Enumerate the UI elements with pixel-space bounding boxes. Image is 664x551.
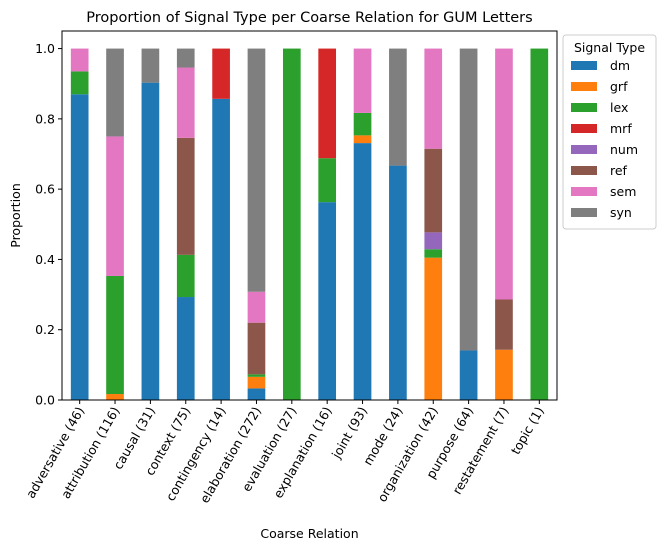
legend-items: dm grf lex mrf num ref sem syn bbox=[571, 58, 638, 220]
legend-swatch-lex bbox=[571, 103, 597, 112]
legend-label-lex: lex bbox=[610, 100, 628, 115]
legend-swatch-grf bbox=[571, 82, 597, 91]
bar-segment-mrf-7 bbox=[318, 48, 337, 159]
legend: Signal Type dm grf lex mrf num ref sem syn bbox=[562, 34, 657, 230]
legend-swatch-mrf bbox=[571, 124, 597, 133]
legend-label-num: num bbox=[610, 142, 638, 157]
y-axis-ticks: 0.0 0.2 0.4 0.6 0.8 1.0 bbox=[35, 41, 62, 408]
bar-segment-grf-10 bbox=[424, 257, 443, 400]
legend-label-syn: syn bbox=[610, 205, 632, 220]
x-axis-ticks: adversative (46)attribution (116)causal … bbox=[23, 400, 547, 506]
bar-segment-ref-5 bbox=[247, 322, 266, 375]
plot-frame bbox=[61, 30, 558, 401]
bar-segment-dm-11 bbox=[459, 350, 478, 400]
bar-segment-grf-8 bbox=[353, 135, 372, 144]
y-tick-label: 0.2 bbox=[35, 322, 55, 337]
bar-segment-sem-10 bbox=[424, 48, 443, 149]
bar-segment-syn-9 bbox=[389, 48, 407, 166]
bar-segment-dm-3 bbox=[176, 297, 195, 400]
bar-segment-grf-5 bbox=[247, 376, 266, 389]
legend-label-mrf: mrf bbox=[610, 121, 632, 136]
y-tick-label: 1.0 bbox=[35, 41, 55, 56]
bar-segment-sem-1 bbox=[106, 136, 124, 276]
bar-segment-lex-5 bbox=[247, 374, 266, 377]
bar-segment-lex-6 bbox=[282, 48, 301, 400]
bar-segment-sem-5 bbox=[247, 291, 266, 323]
x-tick-label: topic (1) bbox=[508, 404, 547, 457]
legend-label-grf: grf bbox=[610, 79, 628, 94]
bar-segment-syn-5 bbox=[247, 48, 266, 292]
bar-segment-dm-9 bbox=[389, 165, 407, 400]
bar-segment-lex-0 bbox=[70, 71, 89, 95]
legend-label-sem: sem bbox=[610, 184, 636, 199]
legend-label-dm: dm bbox=[610, 58, 630, 73]
x-axis-label: Coarse Relation bbox=[260, 526, 358, 541]
legend-swatch-sem bbox=[571, 187, 597, 196]
bar-segment-dm-2 bbox=[141, 82, 160, 400]
bar-segment-dm-4 bbox=[212, 98, 230, 400]
bar-segment-dm-5 bbox=[247, 388, 266, 400]
bar-segment-ref-3 bbox=[176, 137, 195, 255]
legend-swatch-syn bbox=[571, 208, 597, 217]
bar-segment-ref-10 bbox=[424, 148, 443, 233]
bar-segment-dm-0 bbox=[70, 94, 89, 400]
legend-swatch-num bbox=[571, 145, 597, 154]
bar-segment-sem-0 bbox=[70, 48, 89, 72]
bar-stack-group bbox=[70, 48, 549, 400]
y-tick-label: 0.0 bbox=[35, 393, 55, 408]
bar-segment-lex-13 bbox=[530, 48, 549, 400]
bar-segment-lex-8 bbox=[353, 112, 372, 136]
y-tick-label: 0.6 bbox=[35, 182, 55, 197]
bar-segment-sem-3 bbox=[176, 67, 195, 138]
bar-segment-sem-8 bbox=[353, 48, 372, 113]
y-axis-label: Proportion bbox=[8, 183, 23, 248]
legend-title: Signal Type bbox=[574, 40, 645, 55]
y-tick-label: 0.8 bbox=[35, 111, 55, 126]
bar-segment-syn-1 bbox=[106, 48, 124, 137]
bar-segment-sem-12 bbox=[495, 48, 513, 300]
bar-segment-num-10 bbox=[424, 232, 443, 250]
bar-segment-syn-3 bbox=[176, 48, 195, 68]
bar-segment-grf-1 bbox=[106, 394, 124, 400]
y-tick-label: 0.4 bbox=[35, 252, 55, 267]
bar-segment-syn-2 bbox=[141, 48, 160, 83]
bar-segment-lex-1 bbox=[106, 275, 124, 395]
bar-segment-lex-3 bbox=[176, 254, 195, 298]
bar-segment-mrf-4 bbox=[212, 48, 230, 99]
chart-title: Proportion of Signal Type per Coarse Rel… bbox=[86, 10, 532, 26]
legend-swatch-dm bbox=[571, 61, 597, 70]
bar-segment-dm-7 bbox=[318, 202, 337, 400]
bar-segment-lex-10 bbox=[424, 249, 443, 258]
bar-segment-lex-7 bbox=[318, 158, 337, 203]
bar-segment-grf-12 bbox=[495, 349, 513, 400]
legend-swatch-ref bbox=[571, 166, 597, 175]
legend-label-ref: ref bbox=[610, 163, 628, 178]
bar-segment-ref-12 bbox=[495, 299, 513, 350]
bar-segment-syn-11 bbox=[459, 48, 478, 351]
bar-segment-dm-8 bbox=[353, 143, 372, 400]
